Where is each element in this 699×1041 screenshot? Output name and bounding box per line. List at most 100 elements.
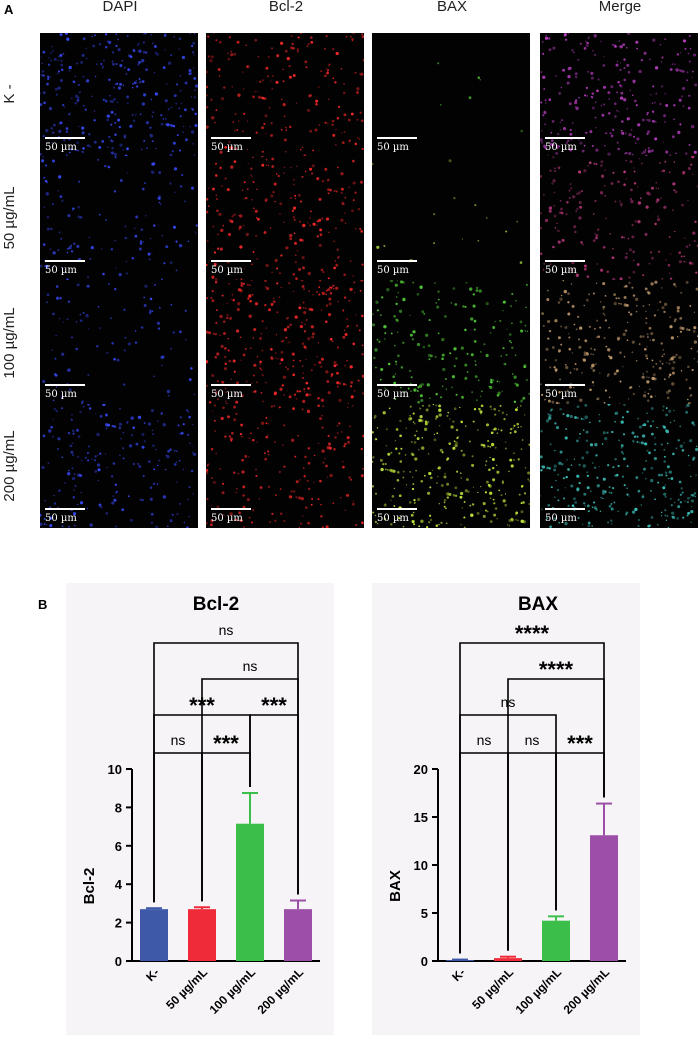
significance-label: ns [219, 622, 234, 638]
x-category-label: 100 µg/mL [513, 965, 565, 1017]
micrograph-dapi-row4: 50 µm [40, 404, 198, 528]
significance-bracket [153, 752, 203, 903]
significance-bracket [153, 642, 299, 903]
scale-bar-label: 50 µm [211, 142, 243, 153]
significance-label: *** [567, 731, 593, 756]
fluorescence-texture [42, 283, 196, 404]
significance-label: ns [525, 732, 540, 748]
micrograph-bax-row4: 50 µm [372, 404, 530, 528]
micrograph-dapi-row1: 50 µm [40, 33, 198, 157]
panel-a-letter: A [4, 2, 14, 17]
column-header-dapi: DAPI [102, 0, 138, 15]
y-tick-label: 0 [421, 954, 428, 969]
x-category-label: 200 µg/mL [561, 965, 613, 1017]
scale-bar-label: 50 µm [377, 142, 409, 153]
fluorescence-texture [540, 156, 698, 280]
row-label-100: 100 µg/mL [1, 307, 18, 379]
micrograph-merge-row2: 50 µm [540, 156, 698, 280]
micrograph-bcl2-row4: 50 µm [206, 404, 364, 528]
significance-label: *** [213, 731, 239, 756]
y-axis-label: Bcl-2 [81, 868, 98, 905]
bar-4 [284, 909, 312, 961]
scale-bar-label: 50 µm [545, 513, 577, 524]
scale-bar [211, 137, 251, 139]
scale-bar [211, 384, 251, 386]
scale-bar-label: 50 µm [45, 142, 77, 153]
scale-bar [545, 508, 585, 510]
bar-1 [140, 909, 168, 961]
fluorescence-texture [40, 404, 197, 528]
scale-bar [377, 137, 417, 139]
y-axis-label: BAX [387, 870, 404, 902]
y-tick-label: 20 [414, 762, 428, 777]
scale-bar [545, 384, 585, 386]
fluorescence-texture [206, 280, 364, 404]
micrograph-merge-row1: 50 µm [540, 33, 698, 157]
y-tick-label: 10 [108, 762, 122, 777]
scale-bar [45, 137, 85, 139]
scale-bar [377, 384, 417, 386]
significance-bracket [459, 642, 605, 954]
row-label-200: 200 µg/mL [1, 430, 18, 502]
chart-title: BAX [518, 594, 558, 615]
y-tick-label: 10 [414, 858, 428, 873]
column-header-bcl2: Bcl-2 [268, 0, 304, 15]
bar-3 [236, 823, 264, 961]
fluorescence-texture [540, 33, 698, 157]
micrograph-dapi-row3: 50 µm [40, 280, 198, 404]
micrograph-merge-row4: 50 µm [540, 404, 698, 528]
scale-bar [45, 384, 85, 386]
x-category-label: 100 µg/mL [207, 965, 259, 1017]
fluorescence-texture [372, 404, 530, 528]
scale-bar-label: 50 µm [45, 389, 77, 400]
significance-label: **** [515, 621, 550, 646]
fluorescence-texture [372, 280, 530, 404]
scale-bar-label: 50 µm [377, 513, 409, 524]
column-header-bax: BAX [436, 0, 467, 15]
scale-bar [211, 260, 251, 262]
fluorescence-texture [540, 404, 698, 528]
scale-bar [545, 137, 585, 139]
x-category-label: 50 µg/mL [469, 965, 516, 1012]
scale-bar [45, 508, 85, 510]
x-category-label: K- [143, 965, 162, 984]
fluorescence-texture [437, 62, 523, 133]
y-tick-label: 8 [115, 800, 122, 815]
scale-bar-label: 50 µm [211, 265, 243, 276]
scale-bar [211, 508, 251, 510]
significance-bracket [459, 752, 509, 954]
row-label-50: 50 µg/mL [1, 186, 18, 250]
micrograph-dapi-row2: 50 µm [40, 156, 198, 280]
y-tick-label: 2 [115, 916, 122, 931]
scale-bar-label: 50 µm [211, 389, 243, 400]
scale-bar [377, 260, 417, 262]
bar-4 [590, 835, 618, 961]
bar-3 [542, 920, 570, 961]
scale-bar-label: 50 µm [45, 513, 77, 524]
micrograph-bax-row2: 50 µm [372, 156, 530, 280]
row-label-control: K - [1, 84, 18, 104]
micrograph-bcl2-row2: 50 µm [206, 156, 364, 280]
significance-label: ns [243, 658, 258, 674]
panel-b-letter: B [38, 597, 48, 612]
micrograph-bax-row1: 50 µm [372, 33, 530, 157]
y-tick-label: 0 [115, 954, 122, 969]
fluorescence-texture [206, 33, 364, 157]
fluorescence-texture [40, 156, 198, 280]
y-tick-label: 6 [115, 839, 122, 854]
micrograph-bax-row3: 50 µm [372, 280, 530, 404]
scale-bar-label: 50 µm [377, 265, 409, 276]
micrograph-merge-row3: 50 µm [540, 280, 698, 404]
scale-bar-label: 50 µm [545, 389, 577, 400]
significance-label: ns [171, 732, 186, 748]
scale-bar-label: 50 µm [211, 513, 243, 524]
micrograph-bcl2-row3: 50 µm [206, 280, 364, 404]
scale-bar-label: 50 µm [45, 265, 77, 276]
bar-2 [188, 909, 216, 961]
x-category-label: 200 µg/mL [255, 965, 307, 1017]
scale-bar-label: 50 µm [545, 265, 577, 276]
significance-label: *** [261, 693, 287, 718]
micrograph-bcl2-row1: 50 µm [206, 33, 364, 157]
